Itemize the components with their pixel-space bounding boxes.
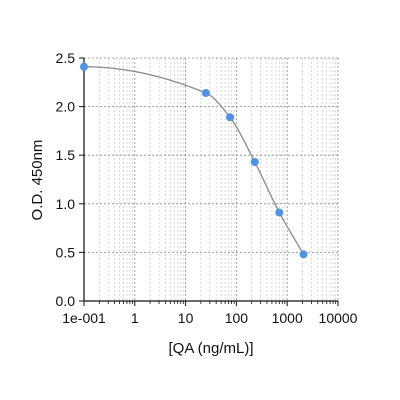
x-tick-label: 10000 [319,310,358,326]
y-tick-label: 2.5 [56,50,76,66]
data-point [201,88,210,97]
y-tick-label: 0.0 [56,293,76,309]
y-tick-label: 1.5 [56,147,76,163]
y-axis-label: O.D. 450nm [29,140,46,221]
points-layer [80,62,308,259]
data-point [250,158,259,167]
x-axis-label: [QA (ng/mL)] [168,340,253,357]
x-tick-label: 10 [178,310,194,326]
fit-curve-layer [83,66,305,255]
data-point [275,208,284,217]
x-tick-label: 100 [225,310,249,326]
data-point [80,62,88,71]
x-tick-label: 1000 [272,310,303,326]
fit-curve [83,66,305,255]
data-point [299,250,308,259]
y-tick-label: 0.5 [56,244,76,260]
axes [83,58,338,302]
y-tick-label: 1.0 [56,196,76,212]
x-tick-label: 1 [131,310,139,326]
data-point [226,113,235,122]
grid [84,57,339,301]
y-tick-label: 2.0 [56,99,76,115]
ticks: 1e-001 1 10 100 1000 10000 0.0 0.5 1.0 1.5 2.0 2.5 [56,50,358,326]
x-tick-label: 1e-001 [62,310,106,326]
